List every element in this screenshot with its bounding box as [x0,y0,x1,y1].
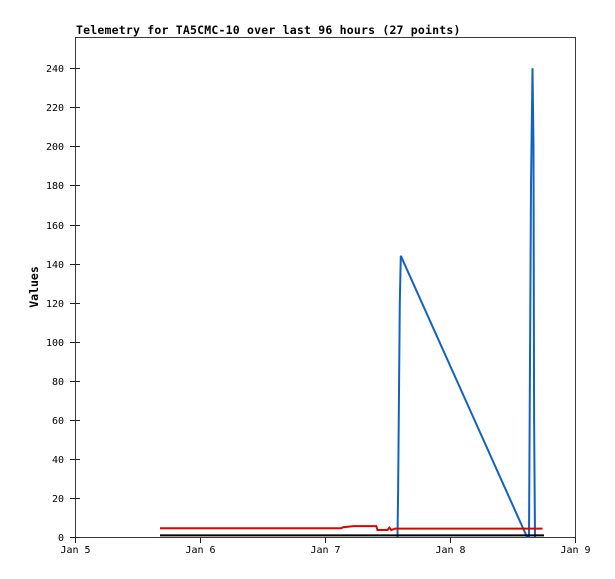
y-tick-label: 160 [46,221,64,232]
y-tick-label: 240 [46,64,64,75]
y-tick-label: 220 [46,103,64,114]
plot-border [75,37,576,538]
y-tick-label: 40 [52,455,64,466]
x-tick-label: Jan 8 [435,545,465,556]
chart-title: Telemetry for TA5CMC-10 over last 96 hou… [76,23,461,37]
y-tick-label: 60 [52,416,64,427]
y-tick-label: 120 [46,299,64,310]
y-tick-label: 80 [52,377,64,388]
x-tick-label: Jan 5 [60,545,90,556]
x-tick-label: Jan 9 [560,545,590,556]
y-tick-label: 100 [46,338,64,349]
x-tick-label: Jan 6 [185,545,215,556]
y-tick-label: 140 [46,260,64,271]
series-red-line [160,525,543,532]
x-tick-label: Jan 7 [310,545,340,556]
y-tick-label: 200 [46,142,64,153]
y-tick-label: 0 [58,533,64,544]
y-tick-label: 20 [52,494,64,505]
y-tick-label: 180 [46,181,64,192]
series-blue-line [396,68,536,538]
